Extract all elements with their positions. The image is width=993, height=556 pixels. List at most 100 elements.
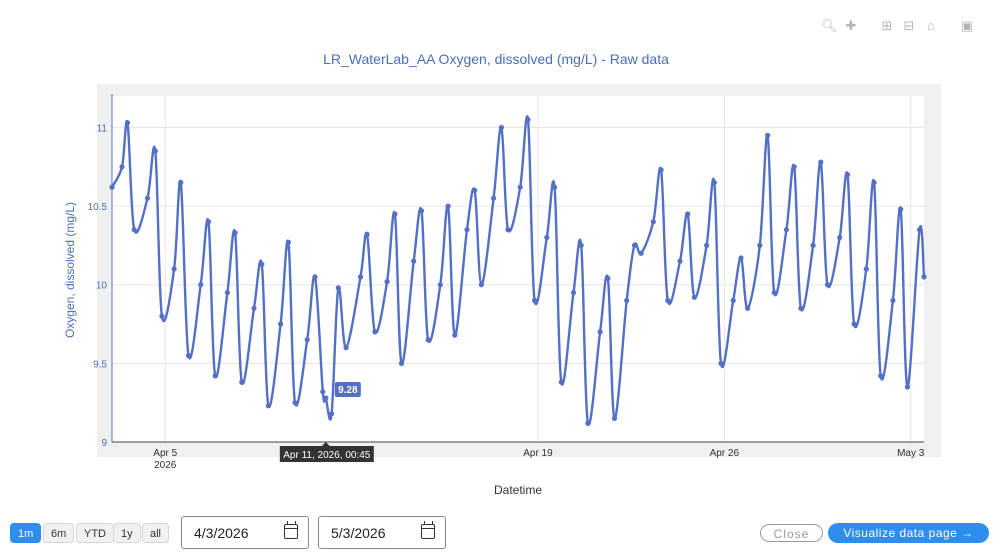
series-point[interactable]	[437, 282, 443, 288]
series-point[interactable]	[783, 227, 790, 233]
series-point[interactable]	[738, 255, 744, 261]
series-point[interactable]	[810, 242, 816, 248]
series-point[interactable]	[904, 384, 911, 390]
series-point[interactable]	[638, 250, 644, 256]
series-point[interactable]	[144, 195, 151, 201]
series-point[interactable]	[677, 258, 683, 264]
series-point[interactable]	[665, 297, 671, 304]
series-point[interactable]	[265, 403, 271, 409]
series-point[interactable]	[851, 321, 857, 327]
series-point[interactable]	[285, 239, 291, 245]
series-point[interactable]	[278, 321, 284, 327]
series-point[interactable]	[109, 184, 115, 190]
series-point[interactable]	[711, 179, 717, 186]
series-point[interactable]	[320, 389, 326, 395]
close-button[interactable]: Close	[760, 524, 823, 542]
series-point[interactable]	[131, 227, 137, 233]
series-point[interactable]	[517, 184, 523, 190]
series-point[interactable]	[597, 329, 603, 335]
series-point[interactable]	[837, 234, 843, 241]
series-point[interactable]	[464, 227, 470, 233]
series-point[interactable]	[605, 275, 611, 281]
series-point[interactable]	[425, 337, 431, 343]
calendar-icon[interactable]	[284, 521, 298, 539]
series-point[interactable]	[232, 230, 238, 236]
series-point[interactable]	[585, 420, 591, 426]
series-point[interactable]	[570, 290, 577, 296]
series-point[interactable]	[259, 261, 265, 267]
series-point[interactable]	[335, 285, 341, 291]
series-point[interactable]	[898, 206, 904, 212]
series-point[interactable]	[124, 120, 131, 126]
series-point[interactable]	[844, 172, 851, 178]
series-point[interactable]	[757, 242, 763, 248]
series-point[interactable]	[718, 360, 724, 366]
series-point[interactable]	[691, 294, 698, 300]
series-point[interactable]	[624, 297, 630, 304]
series-point[interactable]	[185, 352, 192, 359]
start-date-input[interactable]: 4/3/2026	[181, 516, 309, 549]
series-point[interactable]	[418, 208, 425, 214]
series-point[interactable]	[863, 266, 869, 272]
series-point[interactable]	[304, 337, 310, 343]
series-point[interactable]	[329, 411, 335, 417]
series-point[interactable]	[765, 132, 771, 138]
series-point[interactable]	[212, 373, 218, 379]
series-point[interactable]	[312, 274, 318, 280]
series-point[interactable]	[505, 227, 511, 233]
series-point[interactable]	[392, 211, 398, 217]
calendar-icon[interactable]	[421, 521, 435, 539]
range-button-1m[interactable]: 1m	[10, 523, 42, 543]
series-point[interactable]	[411, 258, 417, 264]
series-point[interactable]	[890, 297, 896, 304]
reset-axes-icon[interactable]: ⌂	[927, 18, 935, 33]
plot-area[interactable]	[112, 96, 924, 442]
series-point[interactable]	[198, 282, 204, 288]
series-point[interactable]	[152, 148, 158, 154]
series-point[interactable]	[730, 297, 736, 304]
series-point[interactable]	[159, 313, 165, 319]
series-point[interactable]	[224, 290, 230, 296]
series-point[interactable]	[818, 159, 824, 165]
series-point[interactable]	[292, 400, 298, 406]
series-point[interactable]	[791, 164, 797, 170]
series-point[interactable]	[771, 290, 777, 296]
series-point[interactable]	[357, 274, 364, 280]
visualize-data-page-button[interactable]: Visualize data page →	[828, 523, 989, 543]
series-point[interactable]	[119, 164, 125, 170]
series-point[interactable]	[631, 242, 638, 248]
series-point[interactable]	[478, 282, 484, 288]
oxygen-line-chart[interactable]: LR_WaterLab_AA Oxygen, dissolved (mg/L) …	[0, 40, 993, 510]
series-point[interactable]	[878, 373, 884, 379]
series-point[interactable]	[452, 332, 458, 338]
series-point[interactable]	[824, 282, 831, 288]
series-point[interactable]	[544, 234, 550, 241]
series-point[interactable]	[552, 184, 558, 190]
range-button-6m[interactable]: 6m	[43, 523, 75, 543]
series-point[interactable]	[178, 179, 184, 186]
series-point[interactable]	[704, 242, 710, 248]
series-point[interactable]	[398, 360, 405, 366]
range-button-all[interactable]: all	[142, 523, 170, 543]
series-point[interactable]	[658, 167, 664, 173]
series-point[interactable]	[871, 179, 877, 186]
zoom-out-icon[interactable]: ⊟	[903, 18, 915, 33]
series-point[interactable]	[798, 305, 804, 311]
series-point[interactable]	[650, 219, 656, 225]
range-button-ytd[interactable]: YTD	[76, 523, 114, 543]
series-point[interactable]	[532, 297, 538, 304]
camera-icon[interactable]: ▣	[960, 18, 974, 33]
series-point[interactable]	[685, 211, 691, 217]
series-point[interactable]	[364, 231, 370, 237]
series-point[interactable]	[578, 242, 584, 248]
series-point[interactable]	[745, 305, 751, 311]
series-point[interactable]	[323, 395, 329, 401]
range-button-1y[interactable]: 1y	[113, 523, 141, 543]
series-point[interactable]	[498, 124, 504, 131]
series-point[interactable]	[472, 187, 478, 193]
series-point[interactable]	[558, 379, 564, 385]
series-point[interactable]	[171, 266, 177, 272]
series-point[interactable]	[343, 345, 349, 351]
series-point[interactable]	[525, 117, 531, 123]
series-point[interactable]	[251, 305, 257, 311]
